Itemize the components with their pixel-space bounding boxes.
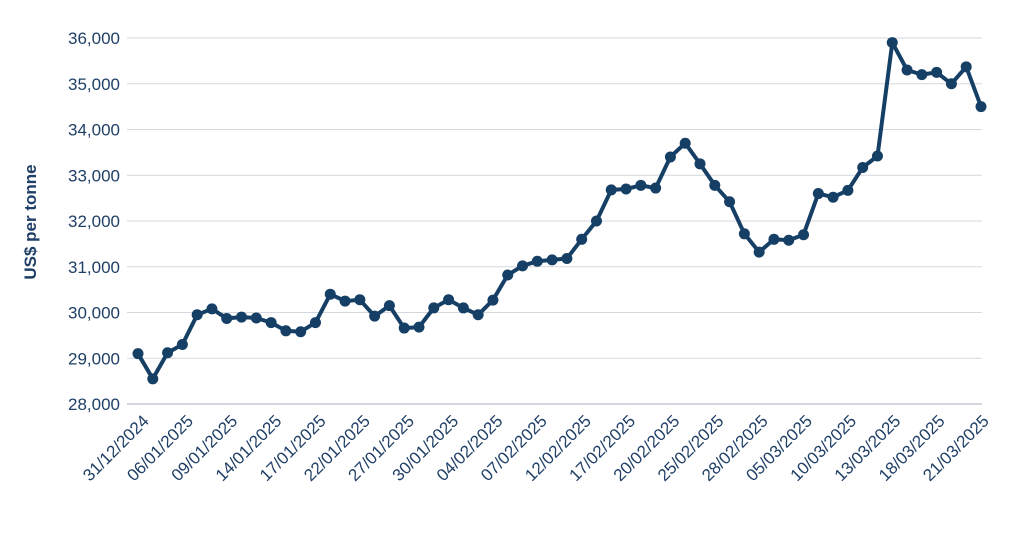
y-tick-label: 32,000 <box>68 212 120 231</box>
data-point <box>768 233 780 245</box>
data-point <box>280 325 292 337</box>
data-point <box>753 246 765 258</box>
data-point <box>132 348 144 360</box>
data-point <box>339 295 351 307</box>
data-point <box>354 294 366 306</box>
y-tick-label: 30,000 <box>68 304 120 323</box>
data-point <box>738 228 750 240</box>
data-point <box>783 234 795 246</box>
data-point <box>428 302 440 314</box>
data-point <box>443 294 455 306</box>
data-point <box>679 137 691 149</box>
y-tick-label: 35,000 <box>68 75 120 94</box>
data-point <box>147 373 159 385</box>
data-point <box>975 101 987 113</box>
x-axis-ticks: 31/12/202406/01/202509/01/202514/01/2025… <box>79 411 993 485</box>
data-point <box>664 151 676 163</box>
data-series <box>132 37 987 385</box>
data-point <box>206 303 218 315</box>
data-point <box>812 188 824 200</box>
data-point <box>221 312 233 324</box>
series-line <box>136 40 983 381</box>
data-point <box>694 158 706 170</box>
data-point <box>487 294 499 306</box>
data-point <box>857 161 869 173</box>
data-point <box>561 253 573 265</box>
data-point <box>842 184 854 196</box>
data-point <box>531 255 543 267</box>
data-point <box>236 311 248 323</box>
data-point <box>635 179 647 191</box>
data-point <box>176 339 188 351</box>
data-point <box>960 61 972 73</box>
data-point <box>576 233 588 245</box>
data-point <box>945 78 957 90</box>
data-point <box>162 347 174 359</box>
data-point <box>324 288 336 300</box>
data-point <box>398 322 410 334</box>
data-point <box>502 269 514 281</box>
data-point <box>605 184 617 196</box>
y-tick-label: 34,000 <box>68 121 120 140</box>
data-point <box>871 150 883 162</box>
data-point <box>309 317 321 329</box>
data-point <box>413 321 425 333</box>
y-tick-label: 36,000 <box>68 29 120 48</box>
data-point <box>295 326 307 338</box>
data-point <box>916 69 928 81</box>
data-point <box>369 310 381 322</box>
y-tick-label: 31,000 <box>68 258 120 277</box>
data-point <box>901 64 913 76</box>
data-point <box>798 229 810 241</box>
data-point <box>724 196 736 208</box>
y-axis-label: US$ per tonne <box>21 164 40 279</box>
data-point <box>383 300 395 312</box>
y-tick-label: 33,000 <box>68 166 120 185</box>
data-point <box>250 312 262 324</box>
data-point <box>517 260 529 272</box>
data-point <box>827 191 839 203</box>
y-tick-label: 29,000 <box>68 349 120 368</box>
data-point <box>191 309 203 321</box>
data-point <box>546 254 558 266</box>
data-point <box>265 317 277 329</box>
data-point <box>650 182 662 194</box>
gridlines <box>127 37 982 359</box>
y-tick-label: 28,000 <box>68 395 120 414</box>
data-point <box>590 215 602 227</box>
y-axis-ticks: 28,000 29,000 30,000 31,000 32,000 33,000 34,0… <box>68 29 120 414</box>
data-point <box>457 302 469 314</box>
data-point <box>931 66 943 78</box>
data-point <box>620 183 632 195</box>
data-point <box>472 309 484 321</box>
data-point <box>709 179 721 191</box>
data-point <box>886 37 898 49</box>
